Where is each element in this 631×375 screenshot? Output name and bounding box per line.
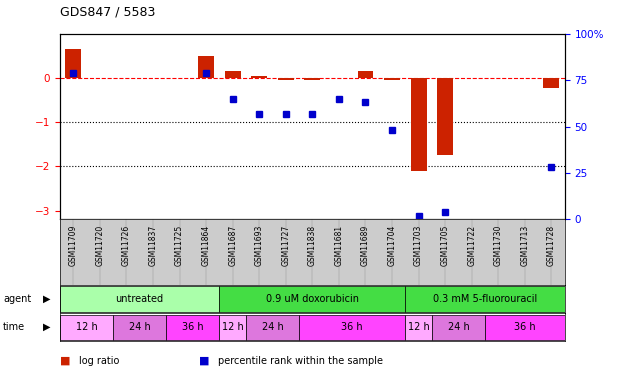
Bar [405, 286, 565, 312]
Text: GSM11725: GSM11725 [175, 225, 184, 266]
Bar [543, 78, 560, 88]
Bar [304, 78, 321, 80]
Text: GSM11693: GSM11693 [255, 225, 264, 266]
Bar [437, 78, 453, 155]
Text: time: time [3, 322, 25, 332]
Text: ■: ■ [60, 356, 71, 366]
Text: GSM11727: GSM11727 [281, 225, 290, 266]
Bar [432, 315, 485, 340]
Bar [225, 71, 240, 78]
Bar [220, 315, 246, 340]
Bar [405, 315, 432, 340]
Bar [384, 78, 400, 80]
Bar [113, 315, 166, 340]
Bar [251, 76, 267, 78]
Bar [358, 71, 374, 78]
Text: GSM11722: GSM11722 [468, 225, 476, 266]
Bar [299, 315, 405, 340]
Text: percentile rank within the sample: percentile rank within the sample [218, 356, 382, 366]
Text: GSM11864: GSM11864 [201, 225, 211, 266]
Text: 36 h: 36 h [514, 322, 536, 332]
Bar [166, 315, 220, 340]
Text: 36 h: 36 h [182, 322, 204, 332]
Text: ▶: ▶ [43, 294, 50, 304]
Text: GSM11681: GSM11681 [334, 225, 343, 266]
Text: ■: ■ [199, 356, 209, 366]
Bar [60, 286, 220, 312]
Text: GDS847 / 5583: GDS847 / 5583 [60, 6, 155, 19]
Bar [198, 56, 214, 78]
Text: GSM11687: GSM11687 [228, 225, 237, 266]
Text: 12 h: 12 h [221, 322, 244, 332]
Bar [485, 315, 565, 340]
Text: GSM11838: GSM11838 [308, 225, 317, 266]
Text: 0.3 mM 5-fluorouracil: 0.3 mM 5-fluorouracil [433, 294, 537, 304]
Text: GSM11726: GSM11726 [122, 225, 131, 266]
Text: GSM11704: GSM11704 [387, 225, 396, 266]
Text: agent: agent [3, 294, 32, 304]
Text: 24 h: 24 h [129, 322, 151, 332]
Text: GSM11720: GSM11720 [95, 225, 104, 266]
Text: ▶: ▶ [43, 322, 50, 332]
Bar [65, 49, 81, 78]
Text: GSM11705: GSM11705 [440, 225, 450, 266]
Bar [411, 78, 427, 171]
Text: log ratio: log ratio [79, 356, 119, 366]
Text: GSM11709: GSM11709 [69, 225, 78, 266]
Text: untreated: untreated [115, 294, 163, 304]
Bar [278, 78, 294, 80]
Text: GSM11689: GSM11689 [361, 225, 370, 266]
Text: GSM11837: GSM11837 [148, 225, 157, 266]
Bar [246, 315, 299, 340]
Text: GSM11713: GSM11713 [521, 225, 529, 266]
Text: 12 h: 12 h [408, 322, 430, 332]
Text: 12 h: 12 h [76, 322, 97, 332]
Text: GSM11728: GSM11728 [547, 225, 556, 266]
Text: 24 h: 24 h [447, 322, 469, 332]
Text: GSM11730: GSM11730 [494, 225, 503, 266]
Text: 0.9 uM doxorubicin: 0.9 uM doxorubicin [266, 294, 359, 304]
Text: GSM11703: GSM11703 [414, 225, 423, 266]
Text: 24 h: 24 h [262, 322, 283, 332]
Text: 36 h: 36 h [341, 322, 363, 332]
Bar [220, 286, 405, 312]
Bar [60, 315, 113, 340]
